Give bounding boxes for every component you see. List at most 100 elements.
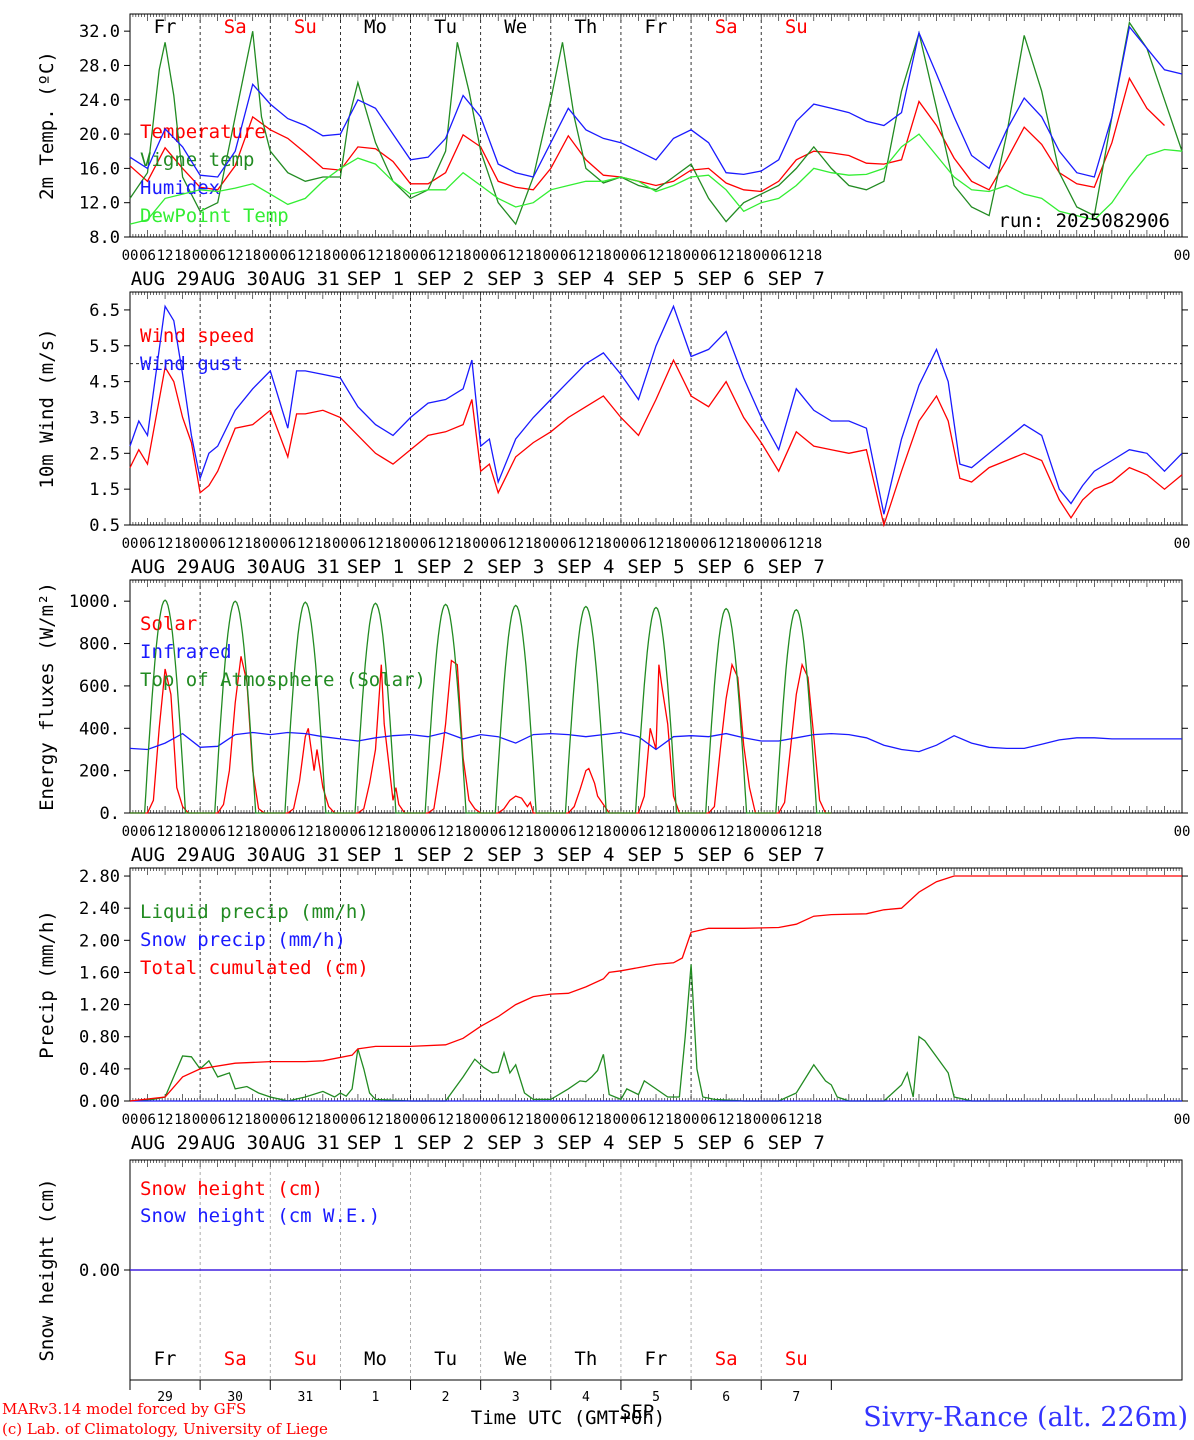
- x-day-label: SEP 6: [698, 268, 755, 290]
- x-day-label: SEP 3: [487, 844, 544, 866]
- series-line-1: [129, 76, 1165, 193]
- x-day-label: AUG 30: [201, 1132, 270, 1154]
- x-hour-label: 18: [174, 1112, 191, 1128]
- x-hour-label: 12: [157, 1112, 174, 1128]
- series-line-1: [130, 656, 832, 814]
- x-hour-label: 18: [735, 248, 752, 264]
- x-day-label: AUG 31: [271, 1132, 340, 1154]
- x-hour-label: 18: [174, 824, 191, 840]
- x-hour-label: 06: [350, 536, 367, 552]
- x-day-label: SEP 5: [627, 556, 684, 578]
- x-hour-label: 00: [683, 1112, 700, 1128]
- x-hour-label: 18: [244, 248, 261, 264]
- run-annotation: run: 2025082906: [998, 210, 1170, 232]
- series-line-2: [129, 731, 1182, 753]
- x-hour-label: 18: [174, 536, 191, 552]
- station-title: Sivry-Rance (alt. 226m): [863, 1402, 1188, 1433]
- y-tick-label: 0.00: [79, 1092, 120, 1112]
- weekday-label: Mo: [364, 1348, 387, 1370]
- y-tick-label: 1.20: [79, 996, 120, 1016]
- day-number-label: 7: [792, 1390, 800, 1405]
- x-hour-label: 00: [192, 248, 209, 264]
- x-day-label: AUG 29: [131, 268, 200, 290]
- x-hour-label: 18: [525, 248, 542, 264]
- y-axis-label: 2m Temp. (ºC): [36, 51, 58, 200]
- x-hour-label: 12: [367, 824, 384, 840]
- x-hour-label: 06: [420, 1112, 437, 1128]
- x-hour-label: 06: [770, 1112, 787, 1128]
- series-line-2: [129, 304, 1183, 515]
- x-hour-label: 06: [139, 1112, 156, 1128]
- x-hour-label: 06: [630, 824, 647, 840]
- x-hour-label: 18: [805, 1112, 822, 1128]
- y-tick-label: 2.00: [79, 931, 120, 951]
- x-hour-label: 00: [122, 1112, 139, 1128]
- x-hour-label: 12: [297, 1112, 314, 1128]
- x-hour-label: 12: [367, 1112, 384, 1128]
- x-hour-label: 18: [455, 248, 472, 264]
- x-hour-label: 12: [507, 248, 524, 264]
- x-hour-label: 12: [648, 248, 665, 264]
- x-hour-label: 18: [735, 536, 752, 552]
- x-hour-label: 12: [297, 824, 314, 840]
- weekday-label: Su: [785, 16, 808, 38]
- x-day-label: SEP 7: [768, 268, 825, 290]
- y-tick-label: 2.40: [79, 899, 120, 919]
- x-hour-label: 06: [209, 536, 226, 552]
- y-tick-label: 0.40: [79, 1060, 120, 1080]
- day-number-label: 29: [157, 1390, 173, 1405]
- y-tick-label: 1000.: [69, 592, 120, 612]
- x-hour-label: 12: [437, 1112, 454, 1128]
- x-day-label: AUG 31: [271, 268, 340, 290]
- x-hour-label: 06: [560, 536, 577, 552]
- x-hour-label: 18: [735, 1112, 752, 1128]
- x-hour-label: 00: [753, 824, 770, 840]
- x-hour-label: 00: [542, 824, 559, 840]
- y-tick-label: 0.5: [89, 516, 120, 536]
- legend-entry: Top of Atmosphere (Solar): [140, 669, 426, 691]
- x-hour-label: 18: [735, 824, 752, 840]
- x-hour-label: 06: [700, 1112, 717, 1128]
- x-hour-label: 12: [577, 1112, 594, 1128]
- plot-frame: [129, 291, 1183, 526]
- x-hour-label: 12: [788, 824, 805, 840]
- x-day-label: AUG 30: [201, 268, 270, 290]
- credit-line-2: (c) Lab. of Climatology, University of L…: [2, 1420, 328, 1438]
- y-tick-label: 400.: [79, 719, 120, 739]
- x-hour-label: 12: [788, 536, 805, 552]
- y-tick-label: 3.5: [89, 408, 120, 428]
- x-hour-label: 06: [560, 1112, 577, 1128]
- x-hour-label: 12: [227, 536, 244, 552]
- day-number-label: 30: [227, 1390, 243, 1405]
- x-hour-label: 18: [314, 824, 331, 840]
- x-hour-label: 06: [420, 248, 437, 264]
- x-hour-label: 06: [279, 1112, 296, 1128]
- legend-entry: Wind speed: [140, 325, 254, 347]
- x-day-label: SEP 6: [698, 1132, 755, 1154]
- x-hour-label: 12: [577, 536, 594, 552]
- x-hour-label: 00: [262, 248, 279, 264]
- x-hour-label: 06: [490, 824, 507, 840]
- x-hour-label: 12: [788, 1112, 805, 1128]
- x-hour-label: 00: [683, 824, 700, 840]
- x-hour-label: 06: [279, 248, 296, 264]
- x-hour-label: 18: [244, 824, 261, 840]
- legend-entry: Vigne temp: [140, 149, 254, 171]
- day-number-label: 5: [652, 1390, 660, 1405]
- x-hour-label: 12: [227, 1112, 244, 1128]
- x-hour-label: 00: [472, 248, 489, 264]
- bottom-month-label: SEP: [620, 1401, 654, 1423]
- x-hour-label: 12: [297, 536, 314, 552]
- x-hour-label: 18: [805, 536, 822, 552]
- x-hour-label: 12: [367, 248, 384, 264]
- legend-entry: Infrared: [140, 641, 232, 663]
- x-day-label: SEP 1: [347, 844, 404, 866]
- y-tick-label: 0.00: [79, 1261, 120, 1281]
- series-line-3: [130, 599, 832, 814]
- legend-entry: Snow height (cm W.E.): [140, 1205, 380, 1227]
- x-day-label: SEP 4: [557, 1132, 614, 1154]
- x-hour-label: 18: [244, 1112, 261, 1128]
- x-hour-label: 18: [385, 824, 402, 840]
- x-hour-label: 06: [209, 824, 226, 840]
